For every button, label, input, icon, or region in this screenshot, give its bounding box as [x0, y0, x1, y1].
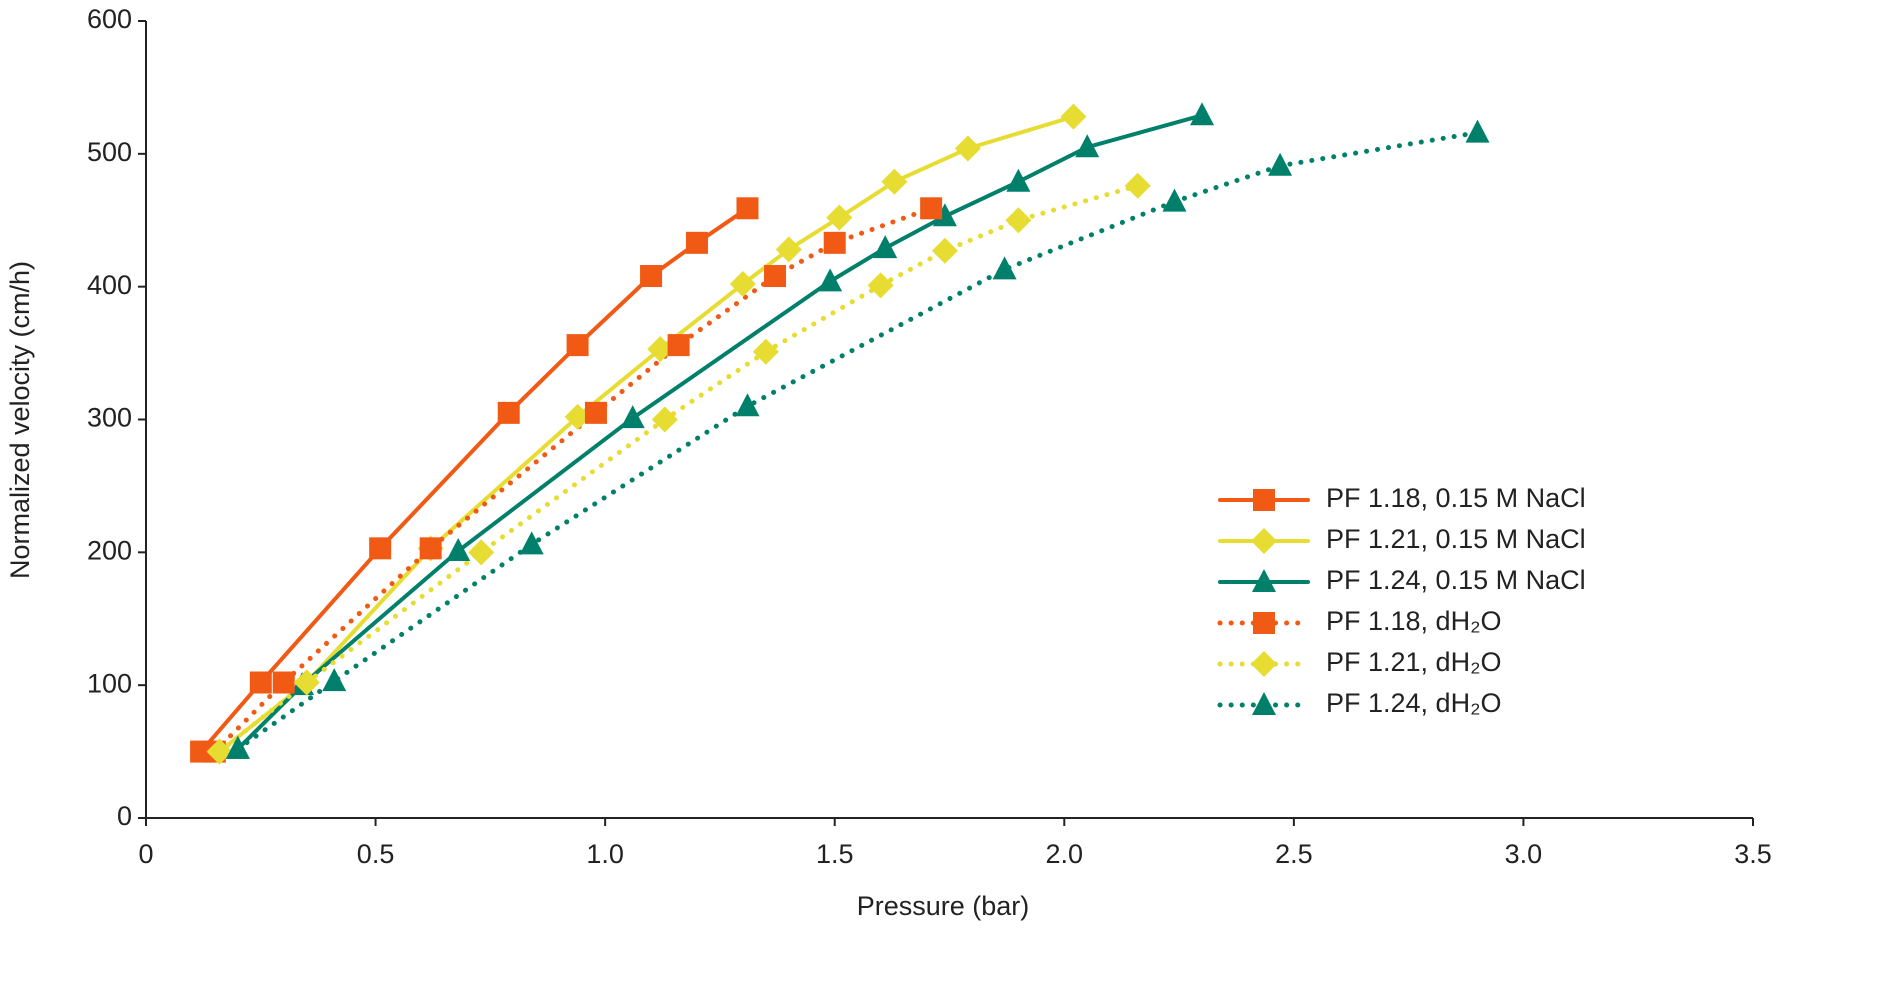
marker: [932, 203, 957, 227]
legend-marker: [1253, 489, 1275, 511]
marker: [497, 401, 520, 424]
legend-marker: [1252, 569, 1276, 592]
series-line: [212, 205, 934, 755]
marker: [206, 738, 233, 765]
marker: [818, 268, 843, 292]
y-tick-label: 100: [87, 668, 132, 698]
legend-marker: [1251, 651, 1277, 677]
marker: [1060, 103, 1087, 130]
x-tick-label: 0: [138, 839, 153, 869]
marker: [954, 135, 981, 162]
marker: [752, 338, 779, 365]
series-line: [235, 113, 1205, 751]
series-line: [199, 206, 750, 754]
marker: [881, 168, 908, 195]
legend-label: PF 1.18, 0.15 M NaCl: [1326, 483, 1586, 513]
marker: [1124, 172, 1151, 199]
x-tick-label: 0.5: [357, 839, 395, 869]
marker: [667, 334, 690, 357]
marker: [564, 403, 591, 430]
marker: [272, 671, 295, 694]
legend-marker: [1251, 528, 1277, 554]
marker: [369, 537, 392, 560]
marker: [1006, 168, 1031, 192]
marker: [446, 538, 471, 562]
marker: [775, 236, 802, 263]
legend-label: PF 1.24, 0.15 M NaCl: [1326, 565, 1586, 595]
marker: [468, 539, 495, 566]
y-axis-label: Normalized velocity (cm/h): [5, 261, 35, 579]
marker: [584, 401, 607, 424]
marker: [873, 235, 898, 259]
x-axis-label: Pressure (bar): [857, 891, 1030, 921]
marker: [1190, 102, 1215, 126]
series-line: [235, 130, 1481, 752]
legend-label: PF 1.21, dH₂O: [1326, 647, 1502, 677]
marker: [992, 256, 1017, 280]
marker: [826, 204, 853, 231]
x-tick-label: 1.5: [816, 839, 854, 869]
legend-label: PF 1.18, dH₂O: [1326, 606, 1502, 636]
marker: [1162, 188, 1187, 212]
y-tick-label: 400: [87, 270, 132, 300]
marker: [1465, 119, 1490, 143]
marker: [764, 265, 787, 288]
y-tick-label: 0: [117, 801, 132, 831]
marker: [1005, 207, 1032, 234]
legend-marker: [1252, 692, 1276, 715]
marker: [867, 272, 894, 299]
marker: [1268, 152, 1293, 176]
x-tick-label: 1.0: [586, 839, 624, 869]
marker: [566, 334, 589, 357]
marker: [651, 406, 678, 433]
marker: [736, 197, 759, 220]
legend-label: PF 1.21, 0.15 M NaCl: [1326, 524, 1586, 554]
y-tick-label: 500: [87, 137, 132, 167]
marker: [931, 237, 958, 264]
y-tick-label: 300: [87, 403, 132, 433]
marker: [735, 393, 760, 417]
marker: [685, 231, 708, 254]
marker: [1075, 134, 1100, 158]
marker: [920, 197, 943, 220]
x-tick-label: 2.5: [1275, 839, 1313, 869]
legend-label: PF 1.24, dH₂O: [1326, 688, 1502, 718]
marker: [647, 336, 674, 363]
marker: [640, 265, 663, 288]
marker: [823, 231, 846, 254]
x-tick-label: 3.5: [1734, 839, 1772, 869]
legend-marker: [1253, 612, 1275, 634]
marker: [293, 669, 320, 696]
marker: [249, 671, 272, 694]
marker: [620, 405, 645, 429]
marker: [729, 271, 756, 298]
marker: [225, 735, 250, 759]
y-tick-label: 600: [87, 4, 132, 34]
marker: [322, 668, 347, 692]
y-tick-label: 200: [87, 535, 132, 565]
marker: [419, 537, 442, 560]
x-tick-label: 3.0: [1505, 839, 1543, 869]
marker: [519, 531, 544, 555]
x-tick-label: 2.0: [1046, 839, 1084, 869]
